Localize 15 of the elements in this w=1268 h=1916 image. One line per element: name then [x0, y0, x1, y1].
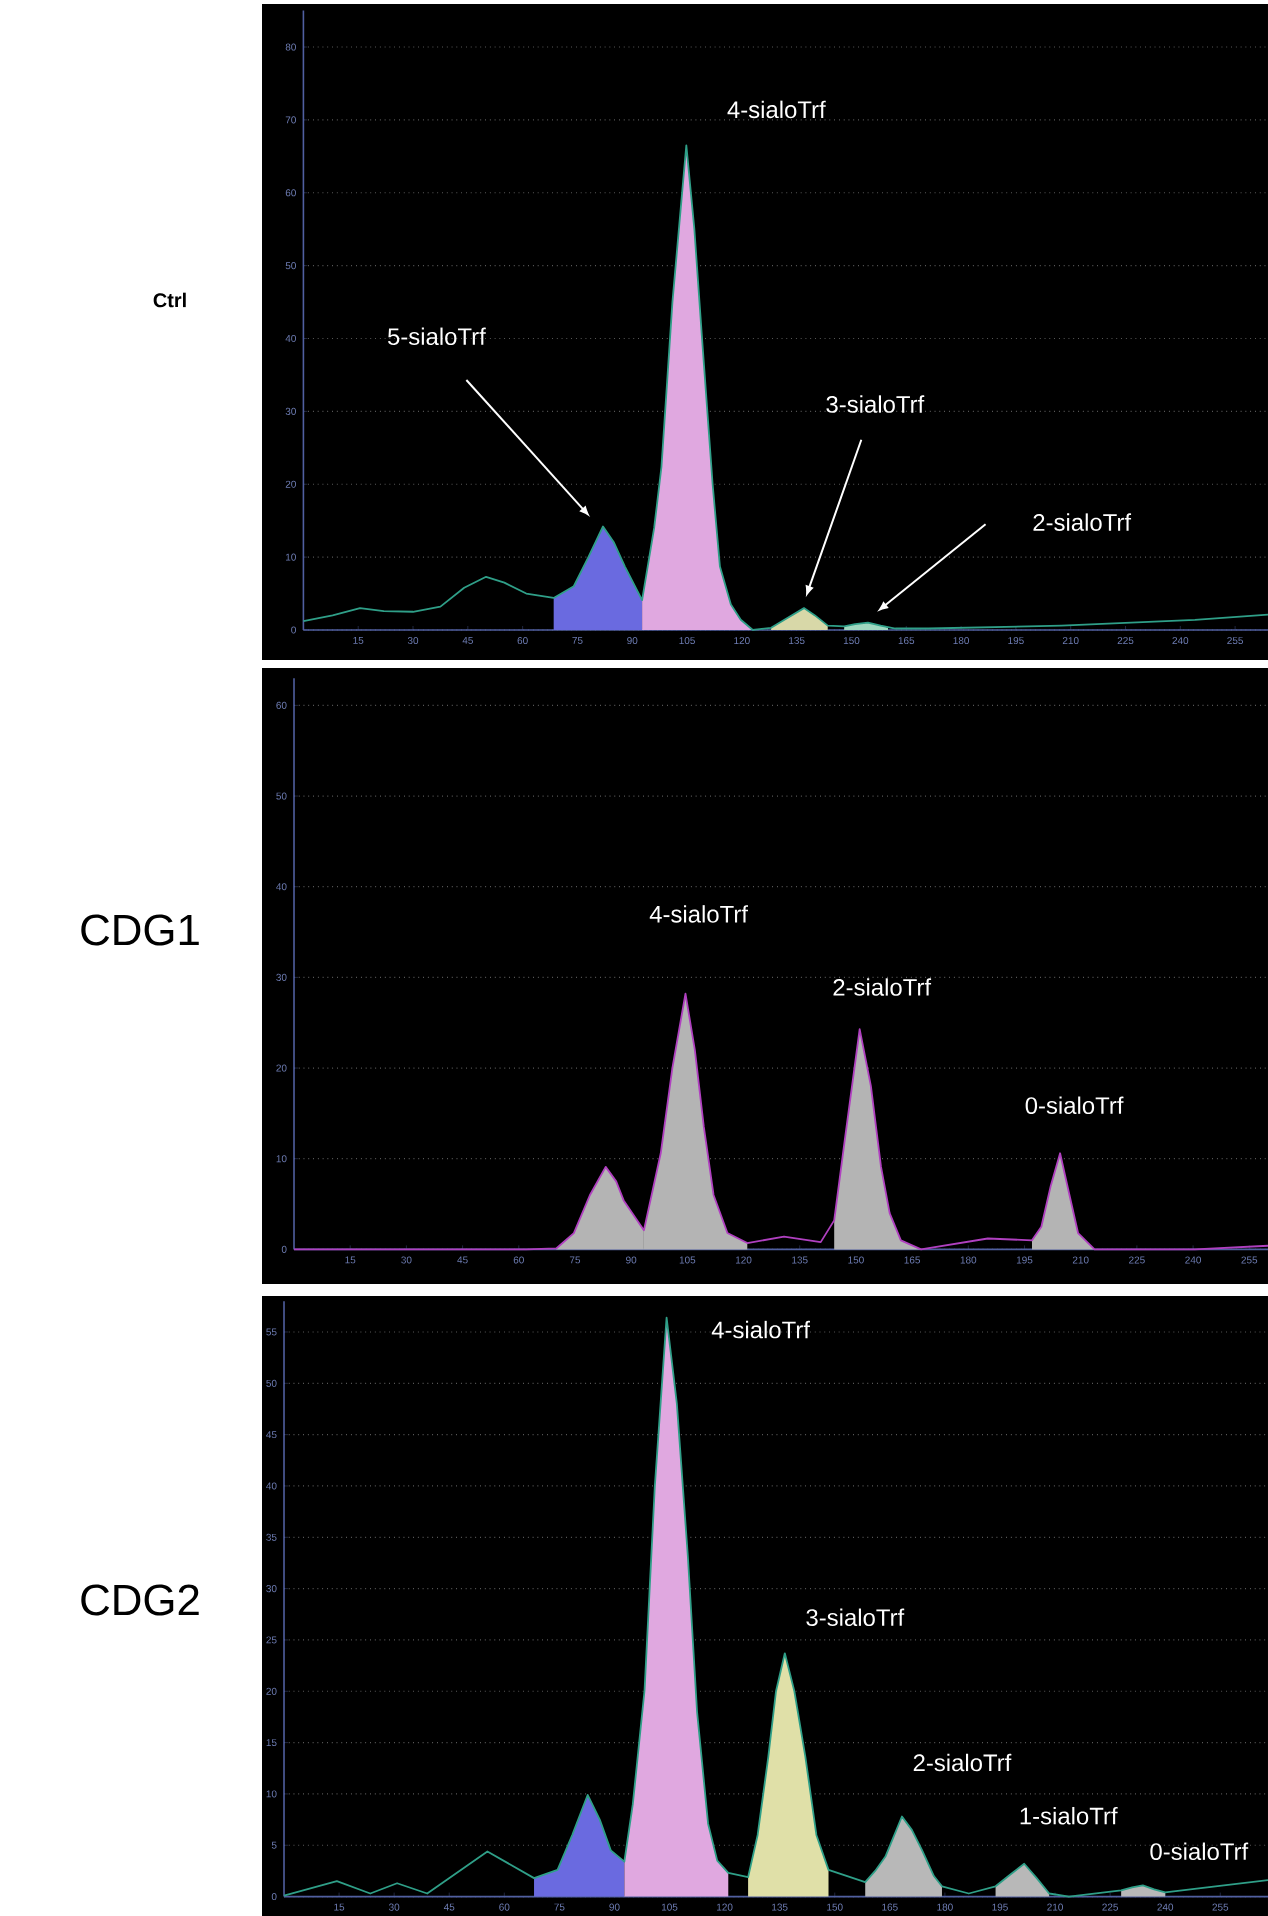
text: CDG2	[81, 1584, 199, 1616]
annotation: 5-sialoTrf	[387, 327, 486, 346]
annotation: 0-sialoTrf	[1025, 1096, 1124, 1115]
annotation: 2-sialoTrf	[1033, 513, 1132, 531]
annotation: 0-sialoTrf	[1150, 1842, 1249, 1861]
annotation: 2-sialoTrf	[913, 1753, 1012, 1772]
annotation: 3-sialoTrf	[806, 1608, 905, 1627]
annotation: 4-sialoTrf	[727, 100, 826, 119]
annotation: 2-sialoTrf	[833, 978, 932, 996]
text: CDG1	[81, 914, 199, 946]
annotation: 4-sialoTrf	[711, 1320, 810, 1339]
annotation: 3-sialoTrf	[826, 395, 925, 413]
annotation: 1-sialoTrf	[1020, 1806, 1118, 1825]
annotation: 4-sialoTrf	[649, 905, 748, 923]
text: Ctrl	[153, 292, 186, 308]
